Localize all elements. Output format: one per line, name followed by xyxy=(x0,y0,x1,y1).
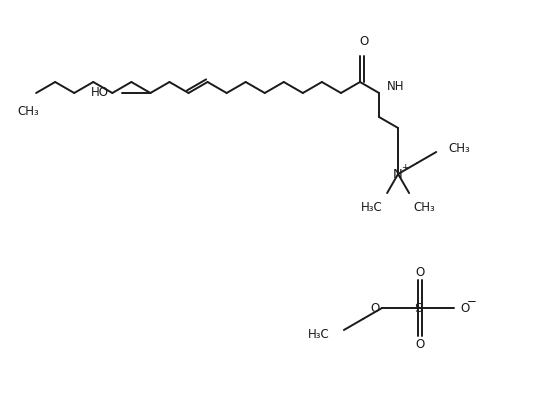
Text: CH₃: CH₃ xyxy=(413,201,435,214)
Text: O: O xyxy=(415,337,425,351)
Text: S: S xyxy=(414,301,422,314)
Text: CH₃: CH₃ xyxy=(17,105,39,118)
Text: CH₃: CH₃ xyxy=(448,141,470,154)
Text: O: O xyxy=(460,301,469,314)
Text: −: − xyxy=(467,295,477,309)
Text: H₃C: H₃C xyxy=(361,201,383,214)
Text: O: O xyxy=(371,301,380,314)
Text: O: O xyxy=(415,265,425,278)
Text: O: O xyxy=(359,35,369,48)
Text: +: + xyxy=(402,164,409,173)
Text: H₃C: H₃C xyxy=(308,328,330,341)
Text: NH: NH xyxy=(387,80,405,93)
Text: HO: HO xyxy=(90,86,108,99)
Text: N: N xyxy=(393,168,403,181)
